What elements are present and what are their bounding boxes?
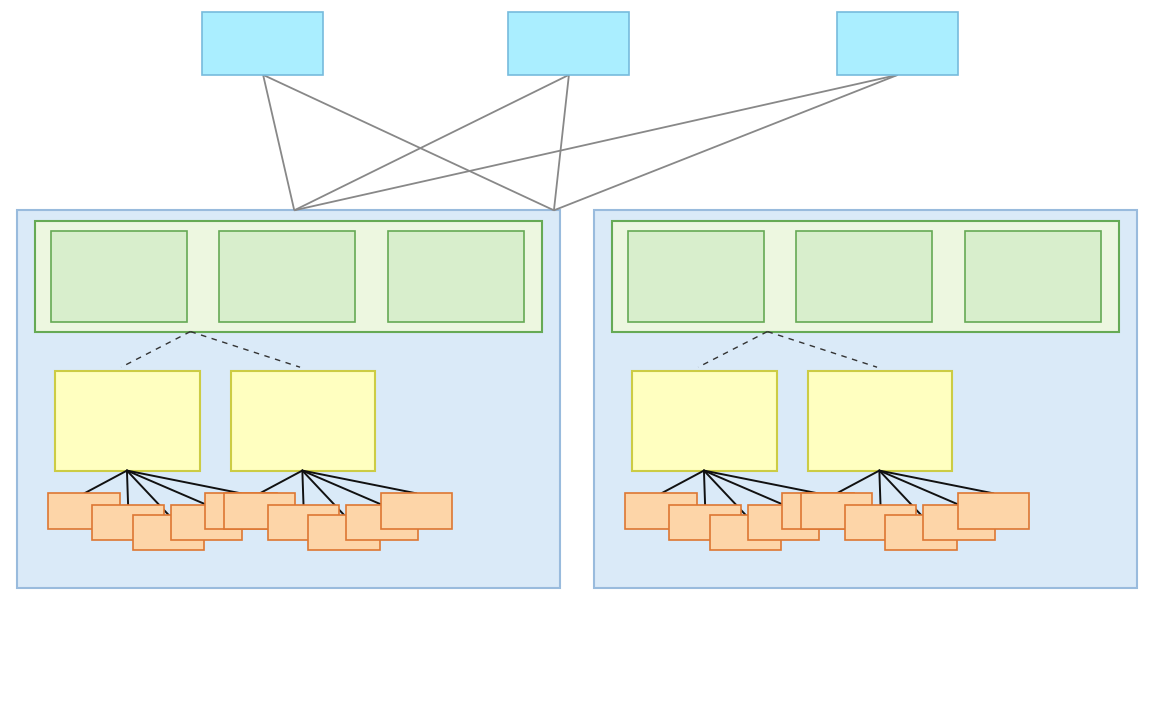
FancyBboxPatch shape <box>308 515 380 550</box>
FancyBboxPatch shape <box>48 493 120 529</box>
FancyBboxPatch shape <box>205 493 277 529</box>
FancyBboxPatch shape <box>782 493 854 529</box>
FancyBboxPatch shape <box>612 221 1119 332</box>
FancyBboxPatch shape <box>632 371 777 471</box>
FancyBboxPatch shape <box>845 505 916 540</box>
FancyBboxPatch shape <box>958 493 1029 529</box>
FancyBboxPatch shape <box>17 210 560 588</box>
FancyBboxPatch shape <box>381 493 452 529</box>
FancyBboxPatch shape <box>202 12 323 75</box>
FancyBboxPatch shape <box>231 371 375 471</box>
FancyBboxPatch shape <box>837 12 958 75</box>
FancyBboxPatch shape <box>748 505 819 540</box>
FancyBboxPatch shape <box>923 505 995 540</box>
FancyBboxPatch shape <box>801 493 872 529</box>
FancyBboxPatch shape <box>35 221 542 332</box>
FancyBboxPatch shape <box>508 12 629 75</box>
FancyBboxPatch shape <box>885 515 957 550</box>
FancyBboxPatch shape <box>388 231 524 322</box>
FancyBboxPatch shape <box>55 371 200 471</box>
FancyBboxPatch shape <box>625 493 697 529</box>
FancyBboxPatch shape <box>268 505 339 540</box>
FancyBboxPatch shape <box>224 493 295 529</box>
FancyBboxPatch shape <box>51 231 187 322</box>
FancyBboxPatch shape <box>92 505 164 540</box>
FancyBboxPatch shape <box>133 515 204 550</box>
FancyBboxPatch shape <box>594 210 1137 588</box>
FancyBboxPatch shape <box>628 231 764 322</box>
FancyBboxPatch shape <box>965 231 1101 322</box>
FancyBboxPatch shape <box>219 231 355 322</box>
FancyBboxPatch shape <box>346 505 418 540</box>
FancyBboxPatch shape <box>808 371 952 471</box>
FancyBboxPatch shape <box>796 231 932 322</box>
FancyBboxPatch shape <box>669 505 741 540</box>
FancyBboxPatch shape <box>171 505 242 540</box>
FancyBboxPatch shape <box>710 515 781 550</box>
